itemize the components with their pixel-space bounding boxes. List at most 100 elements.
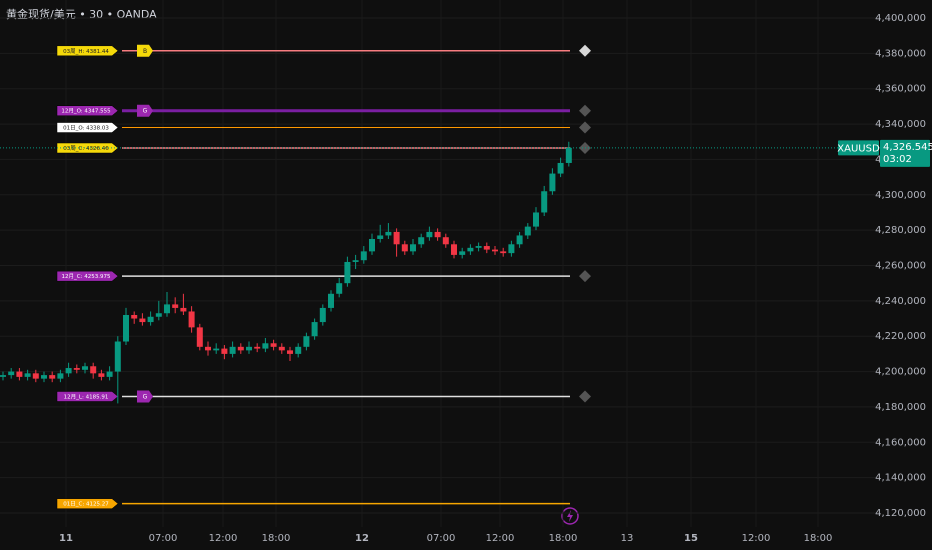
- candle-body: [180, 307, 187, 312]
- candle-body: [344, 261, 351, 284]
- candle-body: [352, 260, 359, 262]
- y-tick-label: 4,240,000: [875, 296, 926, 307]
- candle-body: [434, 231, 441, 238]
- candle-body: [565, 147, 572, 163]
- candle-body: [303, 336, 310, 347]
- candle-body: [393, 231, 400, 245]
- candle-body: [492, 249, 498, 252]
- candle-body: [549, 173, 556, 192]
- icon-bolt[interactable]: [567, 510, 573, 522]
- y-tick-label: 4,300,000: [875, 190, 926, 201]
- candle-body: [221, 348, 228, 354]
- candle-body: [123, 315, 129, 342]
- y-tick-label: 4,360,000: [875, 84, 926, 95]
- y-tick-label: 4,340,000: [875, 119, 926, 130]
- y-tick-label: 4,200,000: [875, 367, 926, 378]
- candle-body: [459, 251, 466, 255]
- level-label: 12月_L: 4185.91: [64, 393, 109, 400]
- x-tick-label: 07:00: [427, 533, 456, 544]
- candle-body: [319, 307, 326, 323]
- candle-body: [557, 162, 564, 174]
- x-tick-label: 18:00: [549, 533, 578, 544]
- candle-body: [467, 247, 474, 252]
- last-price-label: 4,326.545: [883, 142, 932, 153]
- x-tick-label: 12:00: [209, 533, 238, 544]
- candle-body: [139, 318, 146, 323]
- candle-body: [516, 235, 523, 245]
- candle-body: [385, 231, 392, 236]
- candle-body: [65, 368, 72, 374]
- candle-body: [172, 304, 179, 308]
- x-tick-label: 12:00: [486, 533, 515, 544]
- x-tick-label: 18:00: [804, 533, 833, 544]
- lightning-icon[interactable]: [561, 507, 579, 525]
- chart-title: 黄金现货/美元 • 30 • OANDA: [6, 7, 157, 21]
- level-tag: [56, 498, 119, 509]
- x-tick-label: 07:00: [149, 533, 178, 544]
- y-tick-label: 4,380,000: [875, 48, 926, 59]
- candle-body: [328, 293, 334, 308]
- candle-body: [360, 251, 367, 261]
- level-end-marker: [579, 390, 591, 403]
- symbol-label: XAUUSD: [837, 143, 880, 154]
- x-tick-label: 15: [684, 533, 698, 544]
- x-tick-label: 12: [355, 533, 369, 544]
- candle-body: [106, 371, 113, 377]
- y-tick-label: 4,280,000: [875, 225, 926, 236]
- level-label: 03周_C: 4326.46: [63, 145, 109, 152]
- y-tick-label: 4,160,000: [875, 437, 926, 448]
- candle-body: [8, 371, 15, 376]
- level-tag: [56, 122, 119, 133]
- level-end-marker: [579, 121, 591, 134]
- candle-body: [475, 246, 482, 248]
- candle-body: [500, 251, 507, 254]
- candle-body: [369, 238, 375, 252]
- level-end-marker: [579, 104, 591, 117]
- level-badge: [137, 390, 153, 403]
- candle-body: [508, 244, 515, 254]
- level-tag: [56, 391, 119, 402]
- candle-body: [90, 366, 97, 374]
- x-tick-label: 13: [621, 533, 634, 544]
- candle-body: [410, 244, 416, 252]
- symbol-tag: [838, 140, 879, 156]
- candle-body: [401, 244, 408, 252]
- level-end-marker: [579, 44, 591, 57]
- y-tick-label: 4,400,000: [875, 13, 926, 24]
- level-end-marker: [579, 270, 591, 283]
- level-badge-label: G: [143, 108, 148, 115]
- level-label: 01日_O: 4338.03: [63, 125, 109, 132]
- candle-body: [57, 373, 64, 379]
- candle-body: [262, 343, 269, 349]
- x-tick-label: 12:00: [742, 533, 771, 544]
- candle-body: [73, 368, 80, 370]
- candle-body: [270, 343, 277, 347]
- candle-body: [196, 327, 203, 347]
- candle-body: [311, 322, 318, 337]
- level-badge-label: G: [143, 393, 148, 400]
- candle-body: [16, 371, 23, 377]
- level-badge: [137, 44, 153, 57]
- level-label: 12月_C: 4253.975: [62, 273, 111, 280]
- icon-circle[interactable]: [561, 507, 579, 525]
- candle-body: [164, 304, 170, 314]
- candle-body: [41, 375, 47, 379]
- candle-body: [49, 375, 56, 379]
- candle-body: [442, 237, 449, 245]
- candle-body: [98, 373, 105, 377]
- candle-body: [278, 346, 285, 351]
- y-tick-label: 4,260,000: [875, 261, 926, 272]
- candle-body: [524, 226, 531, 236]
- candle-body: [188, 311, 195, 328]
- level-badge-label: B: [143, 48, 147, 55]
- level-badge: [137, 104, 153, 117]
- candle-body: [287, 350, 293, 354]
- candle-body: [246, 346, 252, 351]
- level-tag: [56, 270, 119, 282]
- candle-body: [254, 346, 261, 349]
- candle-body: [82, 366, 88, 370]
- candle-body: [131, 315, 138, 319]
- candle-body: [336, 283, 343, 294]
- candle-body: [377, 235, 384, 239]
